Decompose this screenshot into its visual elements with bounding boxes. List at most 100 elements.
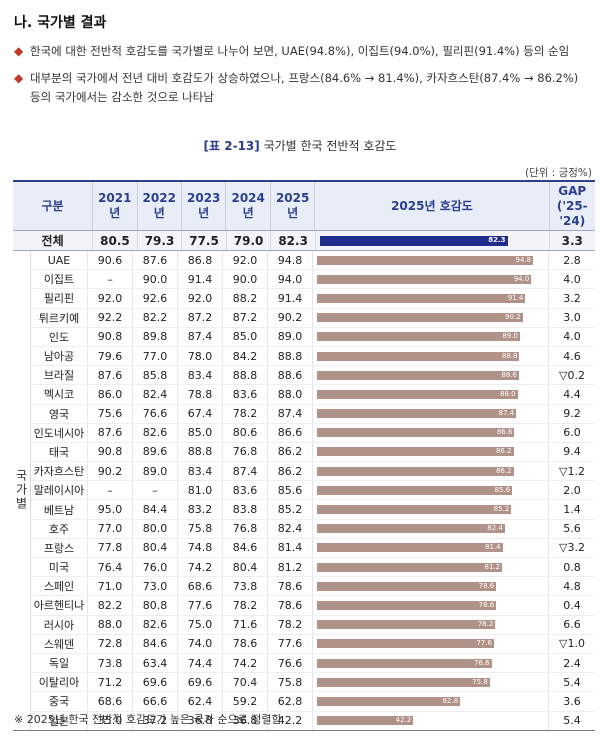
bar-cell: 88.6	[313, 366, 549, 385]
table-row: 일본 35.0 37.2 36.8 36.8 42.2 42.2 5.4	[31, 711, 595, 730]
value-2024: 87.2	[223, 308, 268, 327]
value-2021: 71.2	[88, 673, 133, 692]
favorability-bar: 78.6	[317, 581, 497, 591]
country-name: 미국	[31, 558, 88, 577]
value-2022: 87.6	[133, 251, 178, 270]
bullet-dot-icon: ◆	[14, 44, 24, 58]
value-2023: 74.0	[178, 634, 223, 653]
value-2025: 94.0	[268, 270, 313, 289]
table-title-text: 국가별 한국 전반적 호감도	[263, 139, 397, 153]
gap-value: 5.4	[563, 714, 581, 728]
bar-value-label: 76.6	[474, 658, 490, 667]
value-2021: 71.0	[88, 577, 133, 596]
value-2025: 78.6	[268, 596, 313, 615]
country-name: UAE	[31, 251, 88, 270]
country-name: 말레이시아	[31, 481, 88, 500]
value-2021: 79.6	[88, 346, 133, 366]
bar-cell: 88.8	[313, 346, 549, 366]
value-2023: 62.4	[178, 692, 223, 711]
bar-value-label: 94.0	[513, 274, 530, 283]
favorability-bar: 82.4	[317, 524, 505, 534]
value-2022: 84.6	[133, 634, 178, 653]
header-year: 2023년	[182, 182, 227, 230]
total-2021: 80.5	[93, 231, 138, 250]
gap-value: 4.4	[563, 387, 581, 401]
gap-value: ▽1.2	[559, 464, 585, 478]
bar-cell: 94.8	[313, 251, 549, 270]
gap-value: 2.8	[563, 253, 581, 267]
total-bar-label: 82.3	[488, 235, 506, 244]
table-row: 스웨덴 72.8 84.6 74.0 78.6 77.6 77.6 ▽1.0	[31, 634, 595, 654]
favorability-bar: 91.4	[317, 293, 526, 303]
value-2022: 89.0	[133, 462, 178, 481]
gap-value: ▽0.2	[559, 368, 585, 382]
value-2023: 83.2	[178, 500, 223, 519]
value-2021: 72.8	[88, 634, 133, 653]
bullet-1: ◆ 한국에 대한 전반적 호감도를 국가별로 나누어 보면, UAE(94.8%)…	[14, 42, 590, 61]
value-2023: 74.4	[178, 653, 223, 673]
total-2024: 79.0	[227, 231, 272, 250]
value-2023: 75.0	[178, 615, 223, 634]
gap-value: 9.4	[563, 445, 581, 459]
value-2021: 92.0	[88, 289, 133, 308]
bar-value-label: 77.6	[476, 639, 492, 648]
table-row: 아르헨티나 82.2 80.8 77.6 78.2 78.6 78.6 0.4	[31, 596, 595, 616]
value-2022: 80.0	[133, 519, 178, 538]
value-2021: 87.6	[88, 423, 133, 442]
value-2024: 59.2	[223, 692, 268, 711]
value-2025: 77.6	[268, 634, 313, 653]
gap-value: 5.4	[563, 675, 581, 689]
header-year: 2024년	[226, 182, 271, 230]
bar-value-label: 88.8	[501, 351, 518, 360]
bar-cell: 94.0	[313, 270, 549, 289]
value-2022: 82.6	[133, 615, 178, 634]
bar-value-label: 85.2	[493, 505, 510, 514]
value-2024: 78.6	[223, 634, 268, 653]
value-2023: 88.8	[178, 442, 223, 462]
gap-value: 2.0	[563, 483, 581, 497]
value-2025: 62.8	[268, 692, 313, 711]
table-row: 남아공 79.6 77.0 78.0 84.2 88.8 88.8 4.6	[31, 346, 595, 367]
bar-value-label: 85.6	[494, 485, 511, 494]
value-2025: 85.2	[268, 500, 313, 519]
country-name: 브라질	[31, 366, 88, 385]
value-2021: 68.6	[88, 692, 133, 711]
table-unit: (단위 : 긍정%)	[524, 167, 592, 179]
favorability-bar: 94.0	[317, 274, 532, 284]
bar-value-label: 86.2	[495, 466, 512, 475]
bar-cell: 81.2	[313, 558, 549, 577]
favorability-bar: 78.6	[317, 600, 497, 610]
bullet-2-continuation: 등의 국가에서는 감소한 것으로 나타남	[30, 90, 214, 104]
total-bar: 82.3	[319, 235, 508, 246]
value-2025: 90.2	[268, 308, 313, 327]
favorability-bar: 88.0	[317, 389, 518, 399]
bar-value-label: 75.8	[472, 677, 488, 686]
value-2021: –	[88, 481, 133, 500]
favorability-bar: 81.2	[317, 562, 503, 572]
value-2025: 78.2	[268, 615, 313, 634]
value-2021: 82.2	[88, 596, 133, 615]
bar-cell: 81.4	[313, 538, 549, 557]
value-2021: 35.0	[88, 711, 133, 730]
favorability-bar: 77.6	[317, 639, 494, 649]
gap-value: 4.8	[563, 579, 581, 593]
bar-cell: 75.8	[313, 673, 549, 692]
value-2021: 76.4	[88, 558, 133, 577]
country-name: 태국	[31, 442, 88, 462]
section-heading: 나. 국가별 결과	[14, 15, 107, 31]
footnote: ※ 2025년 한국 전반적 호감도가 높은 국가 순으로 정렬함	[14, 713, 282, 726]
value-2025: 87.4	[268, 404, 313, 423]
favorability-bar: 85.2	[317, 505, 512, 515]
value-2023: 74.2	[178, 558, 223, 577]
value-2022: 77.0	[133, 346, 178, 366]
bar-cell: 87.4	[313, 404, 549, 423]
value-2024: 83.6	[223, 481, 268, 500]
favorability-bar: 87.4	[317, 409, 517, 419]
value-2022: 90.0	[133, 270, 178, 289]
value-2021: 87.6	[88, 366, 133, 385]
value-2025: 78.6	[268, 577, 313, 596]
gap-value: 0.4	[563, 598, 581, 612]
favorability-bar: 62.8	[317, 696, 461, 706]
value-2024: 73.8	[223, 577, 268, 596]
total-2023: 77.5	[182, 231, 227, 250]
